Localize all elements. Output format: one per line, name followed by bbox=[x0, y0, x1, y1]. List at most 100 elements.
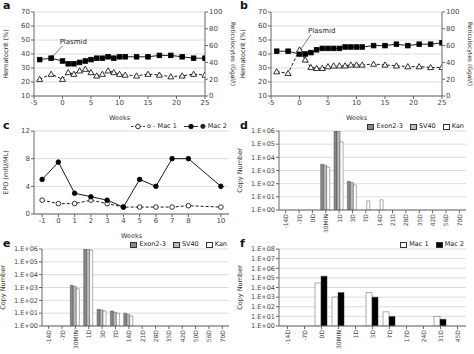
svg-text:6: 6 bbox=[154, 217, 159, 225]
svg-text:0: 0 bbox=[297, 99, 301, 107]
svg-text:70: 70 bbox=[21, 8, 30, 16]
svg-text:70: 70 bbox=[258, 8, 267, 16]
svg-text:1.E+04: 1.E+04 bbox=[14, 271, 38, 279]
svg-text:1.E+06: 1.E+06 bbox=[251, 127, 275, 135]
svg-text:8: 8 bbox=[186, 217, 190, 225]
svg-text:42D: 42D bbox=[179, 330, 186, 343]
svg-text:5: 5 bbox=[137, 217, 141, 225]
svg-text:50: 50 bbox=[21, 36, 30, 44]
svg-text:3D: 3D bbox=[349, 214, 356, 223]
svg-text:15: 15 bbox=[381, 99, 390, 107]
svg-text:0: 0 bbox=[446, 92, 450, 100]
svg-text:0: 0 bbox=[56, 217, 60, 225]
svg-text:Weeks: Weeks bbox=[121, 232, 143, 238]
svg-text:20: 20 bbox=[258, 78, 267, 86]
svg-text:Weeks: Weeks bbox=[109, 114, 131, 120]
svg-text:35D: 35D bbox=[165, 330, 172, 343]
svg-text:80: 80 bbox=[209, 25, 218, 33]
svg-text:EPO (mIU/ML): EPO (mIU/ML) bbox=[8, 150, 10, 195]
svg-text:7D: 7D bbox=[362, 214, 369, 223]
svg-text:50: 50 bbox=[258, 36, 267, 44]
svg-text:10: 10 bbox=[216, 217, 225, 225]
svg-text:30MIN: 30MIN bbox=[72, 330, 79, 349]
svg-text:Copy Number: Copy Number bbox=[237, 265, 244, 310]
svg-text:1.E+05: 1.E+05 bbox=[14, 258, 38, 266]
svg-text:1D: 1D bbox=[352, 330, 359, 339]
svg-text:28D: 28D bbox=[402, 214, 409, 227]
svg-text:1.E+02: 1.E+02 bbox=[251, 303, 275, 311]
svg-text:30MIN: 30MIN bbox=[322, 214, 329, 233]
svg-text:1.E+00: 1.E+00 bbox=[14, 322, 38, 330]
svg-text:10: 10 bbox=[21, 92, 30, 100]
svg-text:0D: 0D bbox=[309, 214, 316, 223]
svg-text:1: 1 bbox=[72, 217, 76, 225]
svg-text:1D: 1D bbox=[336, 214, 343, 223]
svg-text:30MIN: 30MIN bbox=[335, 330, 342, 349]
svg-text:20: 20 bbox=[209, 76, 218, 84]
svg-text:5: 5 bbox=[89, 99, 93, 107]
svg-text:70D: 70D bbox=[456, 214, 463, 227]
svg-text:7D: 7D bbox=[386, 330, 393, 339]
svg-text:100: 100 bbox=[446, 8, 459, 16]
svg-text:1.E+04: 1.E+04 bbox=[251, 284, 275, 292]
svg-text:20: 20 bbox=[21, 78, 30, 86]
svg-text:21D: 21D bbox=[139, 330, 146, 343]
svg-text:60: 60 bbox=[21, 22, 30, 30]
svg-text:1.E+00: 1.E+00 bbox=[251, 206, 275, 214]
svg-text:70D: 70D bbox=[219, 330, 226, 343]
svg-text:0: 0 bbox=[26, 210, 30, 218]
svg-text:100: 100 bbox=[209, 8, 222, 16]
svg-text:3D: 3D bbox=[99, 330, 106, 339]
svg-text:-14D: -14D bbox=[284, 330, 291, 345]
svg-text:1.E+06: 1.E+06 bbox=[251, 265, 275, 273]
svg-text:-7D: -7D bbox=[301, 330, 308, 341]
svg-text:60: 60 bbox=[209, 42, 218, 50]
svg-text:1.E+05: 1.E+05 bbox=[251, 140, 275, 148]
svg-text:1.E+07: 1.E+07 bbox=[251, 255, 275, 263]
svg-text:-5: -5 bbox=[268, 99, 275, 107]
svg-text:80: 80 bbox=[446, 25, 455, 33]
svg-text:2: 2 bbox=[89, 217, 93, 225]
svg-text:50D: 50D bbox=[192, 330, 199, 343]
svg-text:1.E+02: 1.E+02 bbox=[14, 297, 38, 305]
svg-text:Weeks: Weeks bbox=[346, 114, 368, 120]
svg-text:-14D: -14D bbox=[45, 330, 52, 345]
svg-text:1.E+03: 1.E+03 bbox=[251, 167, 275, 175]
svg-text:20: 20 bbox=[446, 76, 455, 84]
svg-text:10: 10 bbox=[352, 99, 361, 107]
svg-text:56D: 56D bbox=[205, 330, 212, 343]
svg-text:15: 15 bbox=[144, 99, 153, 107]
svg-text:7: 7 bbox=[170, 217, 174, 225]
svg-text:1.E+01: 1.E+01 bbox=[14, 309, 38, 317]
svg-text:Hematocrit (%): Hematocrit (%) bbox=[239, 29, 247, 79]
svg-text:35D: 35D bbox=[416, 214, 423, 227]
svg-text:60: 60 bbox=[258, 22, 267, 30]
svg-text:-7D: -7D bbox=[296, 214, 303, 225]
svg-text:0: 0 bbox=[209, 92, 213, 100]
svg-text:28D: 28D bbox=[152, 330, 159, 343]
svg-text:4: 4 bbox=[121, 217, 126, 225]
svg-text:Plasmid: Plasmid bbox=[60, 38, 87, 46]
svg-text:0D: 0D bbox=[318, 330, 325, 339]
svg-text:4: 4 bbox=[26, 183, 31, 191]
svg-text:12: 12 bbox=[21, 127, 30, 135]
svg-text:Copy Number: Copy Number bbox=[237, 148, 244, 193]
svg-text:30: 30 bbox=[258, 64, 267, 72]
svg-text:20: 20 bbox=[172, 99, 181, 107]
svg-text:56D: 56D bbox=[442, 214, 449, 227]
svg-text:60: 60 bbox=[446, 42, 455, 50]
svg-text:14D: 14D bbox=[376, 214, 383, 227]
svg-text:17D: 17D bbox=[403, 330, 410, 343]
svg-text:1.E+00: 1.E+00 bbox=[251, 322, 275, 330]
svg-text:21D: 21D bbox=[389, 214, 396, 227]
svg-text:1.E+01: 1.E+01 bbox=[251, 193, 275, 201]
svg-text:7D: 7D bbox=[112, 330, 119, 339]
svg-text:40: 40 bbox=[446, 59, 455, 67]
svg-text:8: 8 bbox=[26, 155, 30, 163]
svg-text:20: 20 bbox=[409, 99, 418, 107]
svg-text:45D: 45D bbox=[454, 330, 461, 343]
svg-text:3: 3 bbox=[105, 217, 109, 225]
svg-text:42D: 42D bbox=[429, 214, 436, 227]
svg-text:40: 40 bbox=[21, 50, 30, 58]
svg-text:31D: 31D bbox=[437, 330, 444, 343]
